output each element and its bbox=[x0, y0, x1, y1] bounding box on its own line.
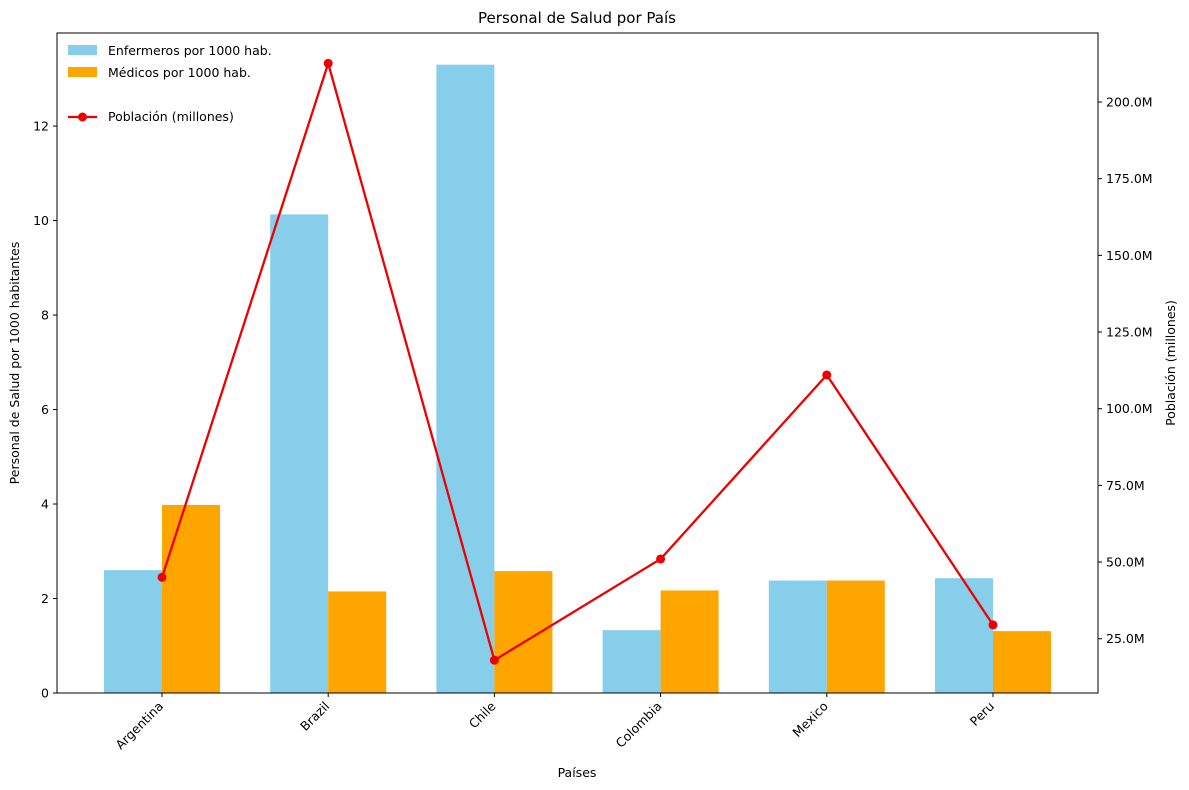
legend-swatch-enfermeros bbox=[68, 45, 97, 55]
y-tick-label: 2 bbox=[41, 591, 49, 606]
y-tick-label: 12 bbox=[33, 119, 49, 134]
bar-enfermeros-colombia bbox=[602, 630, 661, 693]
y-axis-label: Personal de Salud por 1000 habitantes bbox=[7, 242, 22, 485]
bar-enfermeros-mexico bbox=[768, 580, 827, 693]
plot-frame bbox=[56, 32, 1099, 694]
bar-medicos-argentina bbox=[162, 504, 220, 693]
y2-tick-label: 50.0M bbox=[1106, 555, 1145, 570]
point-poblacion-mexico bbox=[822, 370, 832, 380]
bar-enfermeros-peru bbox=[935, 578, 993, 693]
point-poblacion-peru bbox=[988, 620, 998, 630]
y2-tick-label: 150.0M bbox=[1106, 248, 1153, 263]
legend-label-enfermeros: Enfermeros por 1000 hab. bbox=[108, 43, 272, 58]
chart-title: Personal de Salud por País bbox=[478, 9, 676, 27]
bar-medicos-mexico bbox=[826, 580, 885, 693]
y2-tick-label: 200.0M bbox=[1106, 95, 1153, 110]
y2-tick-label: 100.0M bbox=[1106, 401, 1153, 416]
y-tick-label: 0 bbox=[41, 686, 49, 701]
bar-enfermeros-argentina bbox=[104, 570, 162, 693]
line-poblacion bbox=[160, 62, 994, 662]
x-axis: Argentina Brazil Chile Colombia Mexico Peru bbox=[112, 693, 997, 752]
bar-medicos-chile bbox=[494, 571, 553, 693]
bars-group bbox=[104, 64, 1051, 693]
y-tick-label: 4 bbox=[41, 497, 49, 512]
y-tick-label: 8 bbox=[41, 308, 49, 323]
y-tick-label: 6 bbox=[41, 402, 49, 417]
y2-tick-label: 175.0M bbox=[1106, 171, 1153, 186]
bar-medicos-peru bbox=[993, 631, 1051, 693]
legend-marker-poblacion bbox=[78, 112, 87, 122]
bar-enfermeros-brazil bbox=[270, 214, 329, 693]
y-tick-label: 10 bbox=[33, 213, 49, 228]
line-group bbox=[157, 58, 998, 665]
y2-tick-label: 25.0M bbox=[1106, 631, 1145, 646]
bar-medicos-brazil bbox=[328, 591, 387, 693]
legend-label-poblacion: Población (millones) bbox=[108, 109, 234, 124]
x-tick-label: Brazil bbox=[297, 699, 332, 734]
legend-swatch-medicos bbox=[68, 67, 97, 77]
point-poblacion-argentina bbox=[157, 572, 167, 582]
right-axis: 25.0M 50.0M 75.0M 100.0M 125.0M 150.0M 175.0M 2… bbox=[1098, 95, 1153, 646]
point-poblacion-brazil bbox=[323, 58, 333, 68]
x-tick-label: Argentina bbox=[112, 699, 166, 753]
x-tick-label: Chile bbox=[466, 698, 499, 731]
x-tick-label: Peru bbox=[967, 699, 997, 729]
x-axis-label: Países bbox=[558, 765, 597, 780]
bar-enfermeros-chile bbox=[436, 64, 495, 693]
y2-tick-label: 125.0M bbox=[1106, 325, 1153, 340]
left-axis: 0 2 4 6 8 10 12 bbox=[33, 119, 57, 701]
point-poblacion-chile bbox=[489, 655, 499, 665]
legend: Enfermeros por 1000 hab. Médicos por 100… bbox=[68, 43, 272, 124]
legend-label-medicos: Médicos por 1000 hab. bbox=[108, 65, 251, 80]
y2-axis-label: Población (millones) bbox=[1163, 300, 1178, 426]
y2-tick-label: 75.0M bbox=[1106, 478, 1145, 493]
x-tick-label: Colombia bbox=[613, 699, 665, 751]
point-poblacion-colombia bbox=[656, 554, 666, 564]
x-tick-label: Mexico bbox=[789, 699, 830, 740]
bar-medicos-colombia bbox=[660, 590, 719, 693]
